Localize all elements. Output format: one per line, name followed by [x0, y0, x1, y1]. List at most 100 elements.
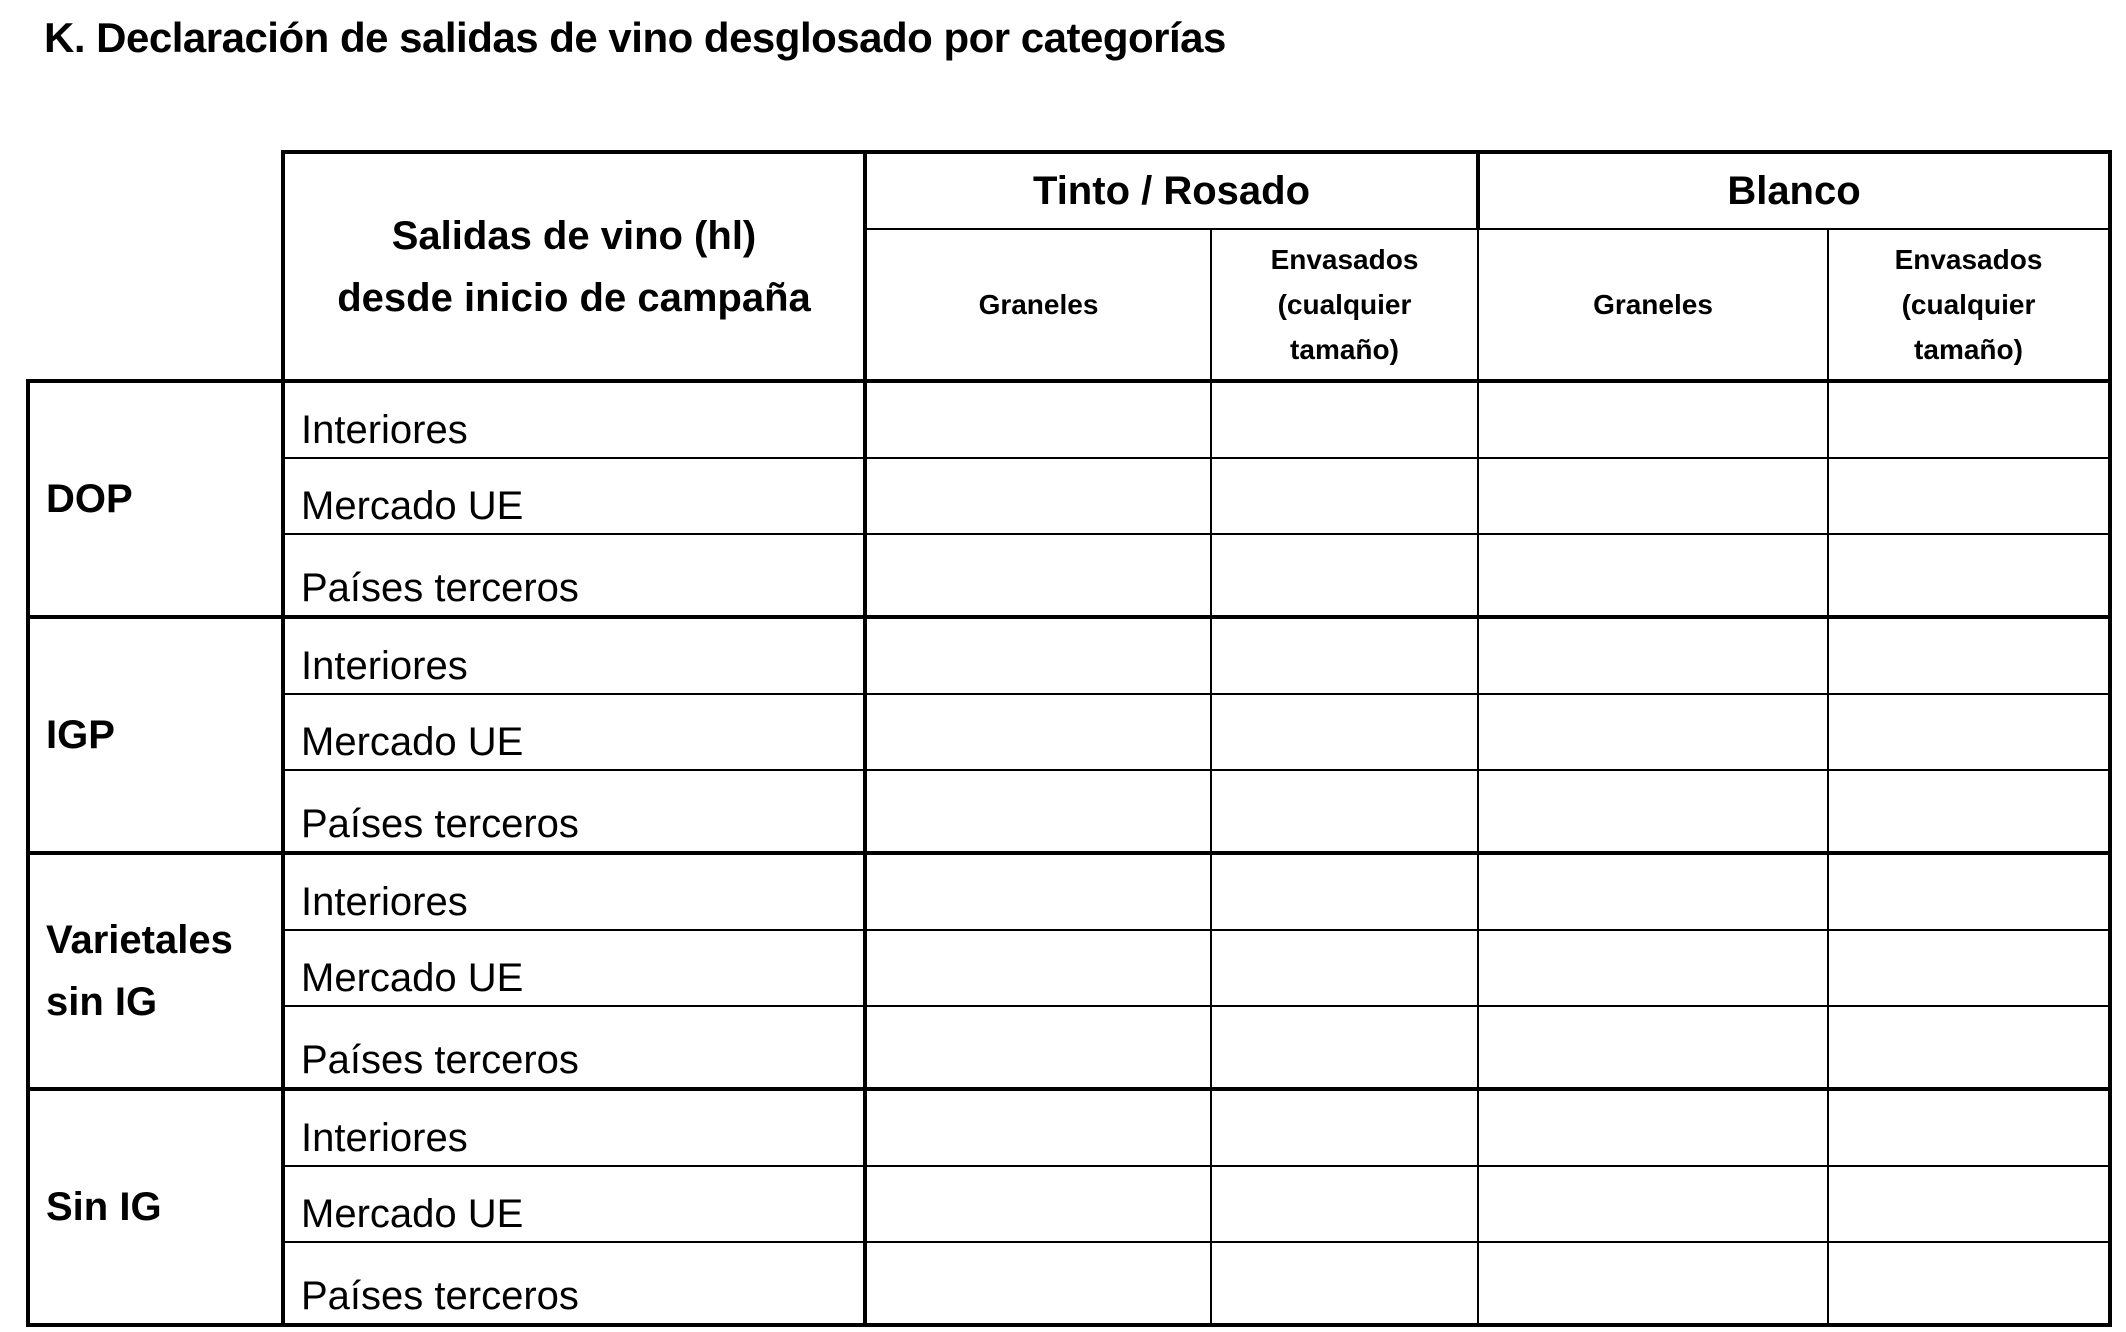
tinto-envasados-input[interactable] [1210, 533, 1479, 619]
destination-label: Países terceros [281, 1241, 867, 1327]
destination-label: Interiores [281, 616, 867, 695]
destination-label: Interiores [281, 852, 867, 931]
header-blanco: Blanco [1476, 150, 2112, 230]
tinto-envasados-input[interactable] [1210, 1088, 1479, 1167]
table-row: Países terceros [28, 1005, 2112, 1091]
blanco-envasados-input[interactable] [1827, 852, 2112, 931]
blanco-graneles-input[interactable] [1477, 380, 1829, 459]
blanco-envasados-input[interactable] [1827, 1241, 2112, 1327]
subheader-line: Envasados [1270, 244, 1419, 275]
destination-label: Mercado UE [281, 1165, 867, 1243]
subheader-line: (cualquier [1901, 289, 2036, 320]
section-title: K. Declaración de salidas de vino desglo… [44, 14, 1226, 61]
tinto-graneles-input[interactable] [864, 1165, 1212, 1243]
blanco-envasados-input[interactable] [1827, 533, 2112, 619]
tinto-graneles-input[interactable] [864, 1241, 1212, 1327]
blanco-graneles-input[interactable] [1477, 693, 1829, 771]
category-label: IGP [26, 615, 285, 855]
destination-label: Mercado UE [281, 457, 867, 535]
table-row: Sin IG Interiores [26, 1087, 2112, 1327]
tinto-graneles-input[interactable] [864, 616, 1212, 695]
table-body: DOP Interiores Mercado UE Países terceros IG… [26, 379, 2112, 1327]
table-row: DOP Interiores [26, 379, 2112, 619]
table-row: Mercado UE [28, 457, 2112, 535]
tinto-graneles-input[interactable] [864, 852, 1212, 931]
blanco-envasados-input[interactable] [1827, 929, 2112, 1007]
header-salidas: Salidas de vino (hl) desde inicio de cam… [281, 150, 867, 383]
tinto-envasados-input[interactable] [1210, 929, 1479, 1007]
tinto-graneles-input[interactable] [864, 769, 1212, 855]
blanco-envasados-input[interactable] [1827, 1165, 2112, 1243]
tinto-graneles-input[interactable] [864, 693, 1212, 771]
wine-output-table: Salidas de vino (hl) desde inicio de cam… [26, 150, 2112, 1327]
tinto-envasados-input[interactable] [1210, 693, 1479, 771]
category-label: DOP [26, 379, 285, 619]
blanco-graneles-input[interactable] [1477, 533, 1829, 619]
destination-label: Países terceros [281, 1005, 867, 1091]
tinto-graneles-input[interactable] [864, 457, 1212, 535]
blanco-graneles-input[interactable] [1477, 769, 1829, 855]
blanco-envasados-input[interactable] [1827, 1005, 2112, 1091]
tinto-envasados-input[interactable] [1210, 457, 1479, 535]
category-label-line: IGP [46, 713, 115, 757]
tinto-graneles-input[interactable] [864, 929, 1212, 1007]
subheader-line: tamaño) [1290, 334, 1399, 365]
tinto-envasados-input[interactable] [1210, 616, 1479, 695]
blanco-graneles-input[interactable] [1477, 852, 1829, 931]
category-label-line: Sin IG [46, 1185, 162, 1229]
blanco-envasados-input[interactable] [1827, 1088, 2112, 1167]
blanco-envasados-input[interactable] [1827, 616, 2112, 695]
tinto-envasados-input[interactable] [1210, 1005, 1479, 1091]
header-line: Salidas de vino (hl) [391, 213, 757, 258]
blanco-graneles-input[interactable] [1477, 1005, 1829, 1091]
table-row: IGP Interiores [26, 615, 2112, 855]
tinto-envasados-input[interactable] [1210, 1165, 1479, 1243]
category-label: Varietales sin IG [26, 851, 285, 1091]
category-label-line: sin IG [46, 980, 158, 1024]
blanco-graneles-input[interactable] [1477, 457, 1829, 535]
subheader-line: tamaño) [1914, 334, 2023, 365]
table-row: Países terceros [28, 533, 2112, 619]
tinto-graneles-input[interactable] [864, 1088, 1212, 1167]
category-label-line: DOP [46, 477, 133, 521]
blanco-envasados-input[interactable] [1827, 380, 2112, 459]
subheader-line: Envasados [1894, 244, 2043, 275]
tinto-envasados-input[interactable] [1210, 1241, 1479, 1327]
table-row: Varietales sin IG Interiores [26, 851, 2112, 1091]
category-label-line: Varietales [46, 918, 233, 962]
subheader-graneles: Graneles [1477, 228, 1829, 383]
destination-label: Mercado UE [281, 693, 867, 771]
destination-label: Interiores [281, 1088, 867, 1167]
tinto-envasados-input[interactable] [1210, 380, 1479, 459]
destination-label: Mercado UE [281, 929, 867, 1007]
blanco-graneles-input[interactable] [1477, 929, 1829, 1007]
destination-label: Países terceros [281, 769, 867, 855]
table-row: Países terceros [28, 769, 2112, 855]
tinto-graneles-input[interactable] [864, 1005, 1212, 1091]
tinto-graneles-input[interactable] [864, 533, 1212, 619]
corner-cell [28, 152, 285, 383]
tinto-graneles-input[interactable] [864, 380, 1212, 459]
destination-label: Interiores [281, 380, 867, 459]
subheader-envasados: Envasados (cualquier tamaño) [1827, 228, 2112, 383]
tinto-envasados-input[interactable] [1210, 852, 1479, 931]
blanco-graneles-input[interactable] [1477, 1165, 1829, 1243]
table-row: Países terceros [28, 1241, 2112, 1327]
table-row: Mercado UE [28, 1165, 2112, 1243]
table-row: Mercado UE [28, 693, 2112, 771]
header-line: desde inicio de campaña [337, 275, 811, 320]
blanco-envasados-input[interactable] [1827, 457, 2112, 535]
table-row: Mercado UE [28, 929, 2112, 1007]
header-tinto-rosado: Tinto / Rosado [863, 150, 1480, 230]
blanco-envasados-input[interactable] [1827, 769, 2112, 855]
subheader-line: (cualquier [1277, 289, 1412, 320]
blanco-envasados-input[interactable] [1827, 693, 2112, 771]
subheader-envasados: Envasados (cualquier tamaño) [1210, 228, 1479, 383]
subheader-graneles: Graneles [864, 228, 1212, 383]
blanco-graneles-input[interactable] [1477, 1241, 1829, 1327]
blanco-graneles-input[interactable] [1477, 1088, 1829, 1167]
destination-label: Países terceros [281, 533, 867, 619]
tinto-envasados-input[interactable] [1210, 769, 1479, 855]
blanco-graneles-input[interactable] [1477, 616, 1829, 695]
category-label: Sin IG [26, 1087, 285, 1327]
